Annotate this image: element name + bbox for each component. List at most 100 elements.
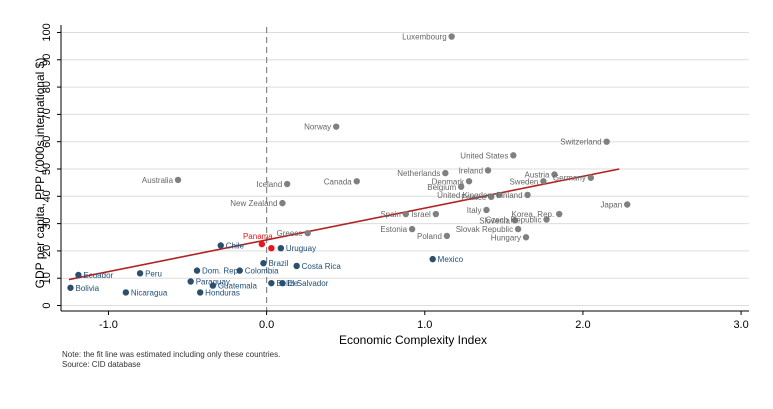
point-label: Bolivia	[75, 284, 99, 293]
fit-line	[68, 168, 620, 281]
data-point	[279, 279, 286, 287]
y-tick-label: 80	[41, 81, 53, 93]
data-point	[268, 279, 275, 287]
data-point	[209, 282, 217, 289]
data-point	[510, 152, 517, 159]
data-point	[443, 232, 451, 240]
point-label: Poland	[417, 232, 442, 241]
point-label: Netherlands	[397, 169, 440, 178]
point-label: Guatemala	[218, 282, 258, 291]
point-label: Iceland	[256, 180, 282, 189]
y-tick-label: 20	[41, 245, 53, 257]
point-label: Ecuador	[83, 271, 113, 280]
point-label: Ireland	[459, 166, 483, 175]
point-label: France	[461, 193, 486, 202]
point-label: Slovak Republic	[456, 225, 513, 234]
axes: 0 10 20 30 40 50 60 70 80 90 100 -1.0 0.0 1.0 2.0 3.0	[41, 23, 749, 331]
x-tick-label: 1.0	[417, 319, 432, 331]
point-label: Korea, Rep.	[512, 210, 555, 219]
y-tick-label: 10	[41, 272, 53, 284]
data-point	[432, 210, 440, 218]
data-point	[353, 178, 360, 185]
data-point	[556, 210, 563, 218]
x-axis-title: Economic Complexity Index	[339, 333, 487, 347]
data-point	[540, 178, 547, 185]
data-point	[603, 138, 610, 145]
point-label: Italy	[467, 206, 482, 215]
data-points	[67, 33, 631, 296]
point-labels: Luxembourg Norway Switzerland United States…	[75, 33, 622, 298]
point-label: Denmark	[432, 177, 465, 186]
data-point	[495, 191, 503, 199]
gridlines	[61, 31, 749, 307]
point-label: Sweden	[509, 177, 538, 186]
y-tick-label: 70	[41, 108, 53, 120]
data-point	[193, 267, 201, 274]
data-point	[457, 183, 465, 190]
y-tick-label: 60	[41, 136, 53, 148]
data-point	[333, 123, 340, 130]
data-point	[448, 33, 455, 40]
point-label: Brazil	[268, 259, 288, 268]
point-label: Paraguay	[196, 278, 230, 287]
point-label: Spain	[380, 210, 400, 219]
data-point	[304, 229, 311, 237]
point-label: Estonia	[380, 225, 407, 234]
data-point	[268, 244, 275, 252]
data-point	[487, 193, 495, 201]
data-point	[429, 255, 436, 263]
point-label: Switzerland	[560, 138, 601, 147]
point-label: El Salvador	[287, 279, 328, 288]
data-point	[260, 260, 267, 267]
point-label: Slovenia	[479, 216, 510, 225]
y-tick-label: 100	[41, 23, 53, 41]
data-point	[442, 169, 449, 177]
data-point	[524, 191, 531, 199]
source-note: Source: CID database	[62, 360, 141, 369]
data-point	[136, 270, 144, 277]
point-label: Canada	[324, 177, 353, 186]
data-point	[484, 167, 492, 174]
data-point	[277, 244, 285, 252]
y-tick-label: 0	[41, 302, 53, 308]
point-label: Colombia	[245, 267, 279, 276]
y-tick-label: 50	[41, 163, 53, 175]
point-label: Austria	[525, 170, 550, 179]
point-label: United States	[460, 151, 508, 160]
data-point	[465, 178, 473, 185]
data-point	[514, 225, 522, 233]
data-point	[511, 217, 519, 224]
point-label: Peru	[145, 269, 162, 278]
fit-line-group	[68, 168, 620, 281]
point-label: Hungary	[491, 233, 521, 242]
data-point	[196, 289, 204, 296]
data-point	[174, 176, 182, 184]
point-label: Chile	[226, 241, 245, 250]
data-point	[624, 201, 631, 208]
data-point	[75, 271, 82, 279]
data-point	[293, 262, 300, 270]
data-point	[217, 242, 224, 249]
x-tick-label: 0.0	[259, 319, 274, 331]
point-label: Mexico	[438, 255, 464, 264]
y-tick-label: 30	[41, 217, 53, 229]
point-label: Israel	[411, 210, 431, 219]
data-point	[187, 278, 194, 285]
point-label: Australia	[142, 176, 174, 185]
point-label: Dom. Rep.	[202, 267, 240, 276]
point-label: Greece	[276, 229, 303, 238]
point-label: Luxembourg	[402, 33, 446, 42]
point-label: Belgium	[427, 183, 456, 192]
data-point	[551, 171, 558, 178]
data-point	[236, 267, 243, 274]
point-label: Finland	[496, 191, 522, 200]
point-label: Norway	[304, 123, 331, 132]
point-label: Uruguay	[286, 244, 316, 253]
point-label: Belize	[276, 279, 298, 288]
data-point	[402, 210, 409, 218]
x-tick-label: -1.0	[99, 319, 118, 331]
point-label: United Kingdom	[437, 191, 494, 200]
data-point	[522, 234, 530, 241]
point-label: Germany	[553, 174, 586, 183]
